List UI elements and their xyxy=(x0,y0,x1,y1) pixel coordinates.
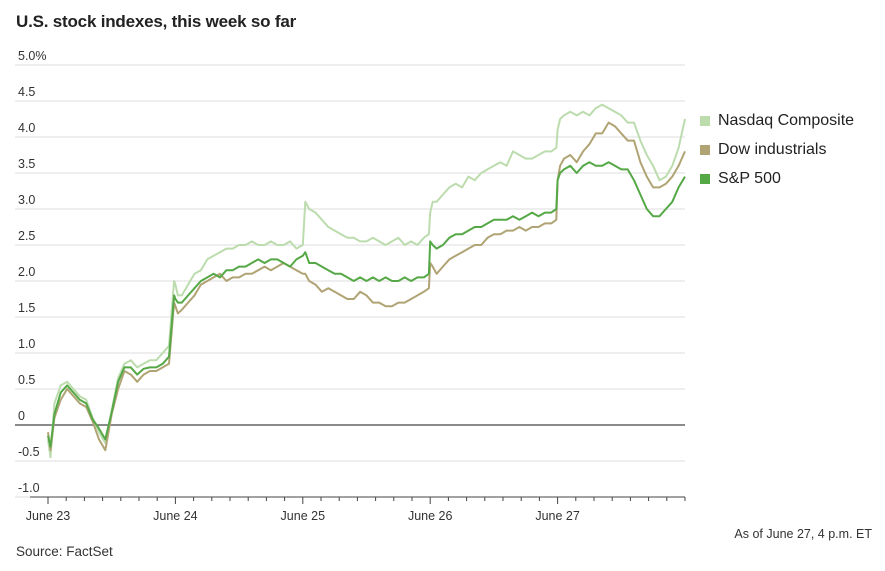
y-tick-label: -0.5 xyxy=(18,445,40,459)
y-tick-label: 0.5 xyxy=(18,373,35,387)
legend-label: Dow industrials xyxy=(718,140,827,158)
y-tick-label: 3.0 xyxy=(18,193,35,207)
x-tick-label: June 26 xyxy=(408,509,453,523)
legend-swatch xyxy=(700,115,710,126)
legend-item: Dow industrials xyxy=(700,135,854,164)
chart-title: U.S. stock indexes, this week so far xyxy=(16,12,297,31)
legend-label: S&P 500 xyxy=(718,169,781,187)
series-line-s-p-500 xyxy=(47,161,686,448)
legend-item: Nasdaq Composite xyxy=(700,106,854,135)
source-note: Source: FactSet xyxy=(16,544,113,559)
y-tick-label: 0 xyxy=(18,409,25,423)
series-line-dow-industrials xyxy=(47,121,686,452)
y-tick-label: 4.5 xyxy=(18,85,35,99)
timestamp-footnote: As of June 27, 4 p.m. ET xyxy=(734,527,872,541)
y-tick-label: -1.0 xyxy=(18,481,40,495)
legend-swatch xyxy=(700,144,710,155)
x-tick-label: June 24 xyxy=(153,509,198,523)
legend: Nasdaq Composite Dow industrials S&P 500 xyxy=(700,106,854,193)
x-tick-label: June 23 xyxy=(26,509,71,523)
y-tick-label: 1.5 xyxy=(18,301,35,315)
y-tick-label: 5.0% xyxy=(18,49,47,63)
x-tick-label: June 25 xyxy=(281,509,326,523)
y-tick-label: 2.5 xyxy=(18,229,35,243)
legend-item: S&P 500 xyxy=(700,164,854,193)
x-tick-label: June 27 xyxy=(535,509,580,523)
y-tick-label: 2.0 xyxy=(18,265,35,279)
legend-swatch xyxy=(700,173,710,184)
y-tick-label: 3.5 xyxy=(18,157,35,171)
legend-label: Nasdaq Composite xyxy=(718,111,855,129)
y-tick-label: 4.0 xyxy=(18,121,35,135)
y-tick-label: 1.0 xyxy=(18,337,35,351)
series-line-nasdaq-composite xyxy=(47,103,686,459)
